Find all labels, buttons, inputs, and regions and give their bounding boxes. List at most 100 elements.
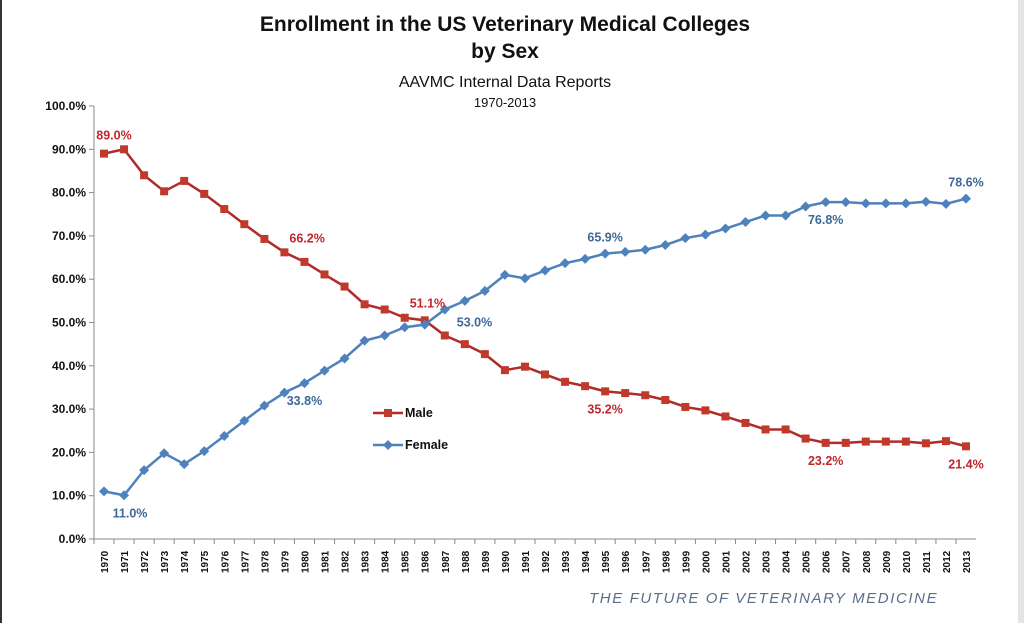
data-point-female bbox=[900, 198, 911, 209]
data-point-female bbox=[99, 486, 109, 497]
data-label-female: 65.9% bbox=[587, 231, 622, 245]
data-label-female: 33.8% bbox=[287, 394, 322, 408]
data-point-female bbox=[319, 365, 330, 376]
x-tick-label: 1998 bbox=[661, 550, 672, 573]
data-point-female bbox=[459, 295, 470, 306]
x-tick-label: 1990 bbox=[501, 550, 512, 573]
x-tick-label: 2008 bbox=[862, 550, 873, 573]
data-point-female bbox=[780, 210, 791, 221]
data-point-female bbox=[239, 415, 250, 426]
data-point-male bbox=[941, 437, 950, 446]
data-point-female bbox=[680, 233, 691, 244]
x-tick-label: 1978 bbox=[260, 550, 271, 573]
x-tick-label: 1989 bbox=[481, 550, 492, 573]
data-point-male bbox=[821, 438, 830, 447]
data-point-female bbox=[860, 198, 871, 209]
data-point-female bbox=[840, 197, 851, 208]
data-point-female bbox=[820, 197, 831, 208]
data-point-male bbox=[260, 234, 269, 243]
data-point-male bbox=[801, 434, 810, 443]
data-point-female bbox=[379, 330, 390, 341]
data-point-male bbox=[761, 425, 770, 434]
data-label-female: 53.0% bbox=[457, 316, 492, 330]
series-line-female bbox=[103, 197, 967, 497]
x-tick-label: 1987 bbox=[441, 550, 452, 573]
chart-subtitle: AAVMC Internal Data Reports bbox=[398, 74, 612, 91]
data-point-female bbox=[660, 239, 671, 250]
data-point-female bbox=[259, 400, 270, 411]
data-point-male bbox=[220, 205, 229, 214]
data-point-male bbox=[861, 437, 870, 446]
x-tick-label: 1991 bbox=[521, 550, 532, 573]
data-point-male bbox=[601, 387, 610, 396]
x-tick-label: 2013 bbox=[962, 550, 973, 573]
data-point-male bbox=[581, 382, 590, 391]
data-point-male bbox=[160, 187, 169, 196]
y-tick-label: 90.0% bbox=[52, 142, 86, 156]
x-tick-label: 2001 bbox=[721, 550, 732, 573]
data-point-male bbox=[460, 340, 469, 349]
chart-title: Enrollment in the US Veterinary Medical … bbox=[259, 13, 751, 36]
data-label-female: 11.0% bbox=[113, 506, 148, 520]
data-point-female bbox=[800, 201, 811, 212]
x-tick-label: 1979 bbox=[280, 550, 291, 573]
data-point-male bbox=[240, 220, 249, 229]
x-tick-label: 1986 bbox=[421, 550, 432, 573]
window-edge-right bbox=[1018, 0, 1024, 623]
legend-marker-female bbox=[383, 440, 393, 450]
data-point-female bbox=[580, 253, 591, 264]
data-point-female bbox=[700, 229, 711, 240]
data-point-female bbox=[720, 223, 731, 234]
data-point-male bbox=[280, 248, 289, 257]
data-point-female bbox=[540, 265, 551, 276]
data-point-female bbox=[159, 448, 170, 459]
data-point-male bbox=[140, 171, 149, 180]
x-tick-label: 1985 bbox=[401, 550, 412, 573]
y-tick-label: 80.0% bbox=[52, 186, 86, 200]
data-point-male bbox=[841, 438, 850, 447]
x-tick-label: 2011 bbox=[922, 551, 933, 573]
data-label-male: 89.0% bbox=[96, 129, 131, 143]
y-tick-label: 60.0% bbox=[52, 272, 86, 286]
x-tick-label: 1977 bbox=[240, 550, 251, 573]
data-point-female bbox=[139, 465, 150, 476]
x-tick-label: 1974 bbox=[180, 550, 191, 573]
x-tick-label: 1996 bbox=[621, 550, 632, 573]
data-point-male bbox=[541, 370, 550, 379]
data-label-male: 66.2% bbox=[289, 231, 324, 245]
x-tick-label: 1992 bbox=[541, 550, 552, 573]
data-label-male: 23.2% bbox=[808, 454, 843, 468]
data-point-male bbox=[701, 406, 710, 415]
data-point-male bbox=[781, 425, 790, 434]
x-tick-label: 1970 bbox=[100, 550, 111, 573]
data-point-male bbox=[340, 282, 349, 291]
x-tick-label: 1984 bbox=[381, 550, 392, 573]
data-label-female: 78.6% bbox=[948, 176, 983, 190]
y-tick-label: 40.0% bbox=[52, 359, 86, 373]
window-edge bbox=[0, 0, 2, 623]
y-tick-label: 100.0% bbox=[45, 99, 86, 113]
data-point-male bbox=[360, 300, 369, 309]
data-point-female bbox=[499, 269, 510, 280]
x-tick-label: 2000 bbox=[701, 550, 712, 573]
x-tick-label: 2003 bbox=[762, 550, 773, 573]
data-point-female bbox=[299, 378, 310, 389]
data-point-female bbox=[940, 198, 951, 209]
x-tick-label: 2004 bbox=[782, 550, 793, 573]
data-point-female bbox=[920, 196, 931, 207]
x-tick-label: 2007 bbox=[842, 550, 853, 573]
data-point-male bbox=[320, 270, 329, 279]
data-label-female: 76.8% bbox=[808, 213, 843, 227]
x-tick-label: 1976 bbox=[220, 550, 231, 573]
y-tick-label: 70.0% bbox=[52, 229, 86, 243]
y-tick-label: 20.0% bbox=[52, 445, 86, 459]
data-point-female bbox=[519, 273, 530, 284]
data-point-male bbox=[500, 366, 509, 375]
data-point-male bbox=[520, 362, 529, 371]
data-point-male bbox=[881, 437, 890, 446]
data-point-male bbox=[300, 257, 309, 266]
x-tick-label: 1995 bbox=[601, 550, 612, 573]
chart-date-range: 1970-2013 bbox=[473, 95, 537, 110]
data-point-male bbox=[661, 396, 670, 405]
data-point-female bbox=[119, 490, 130, 501]
